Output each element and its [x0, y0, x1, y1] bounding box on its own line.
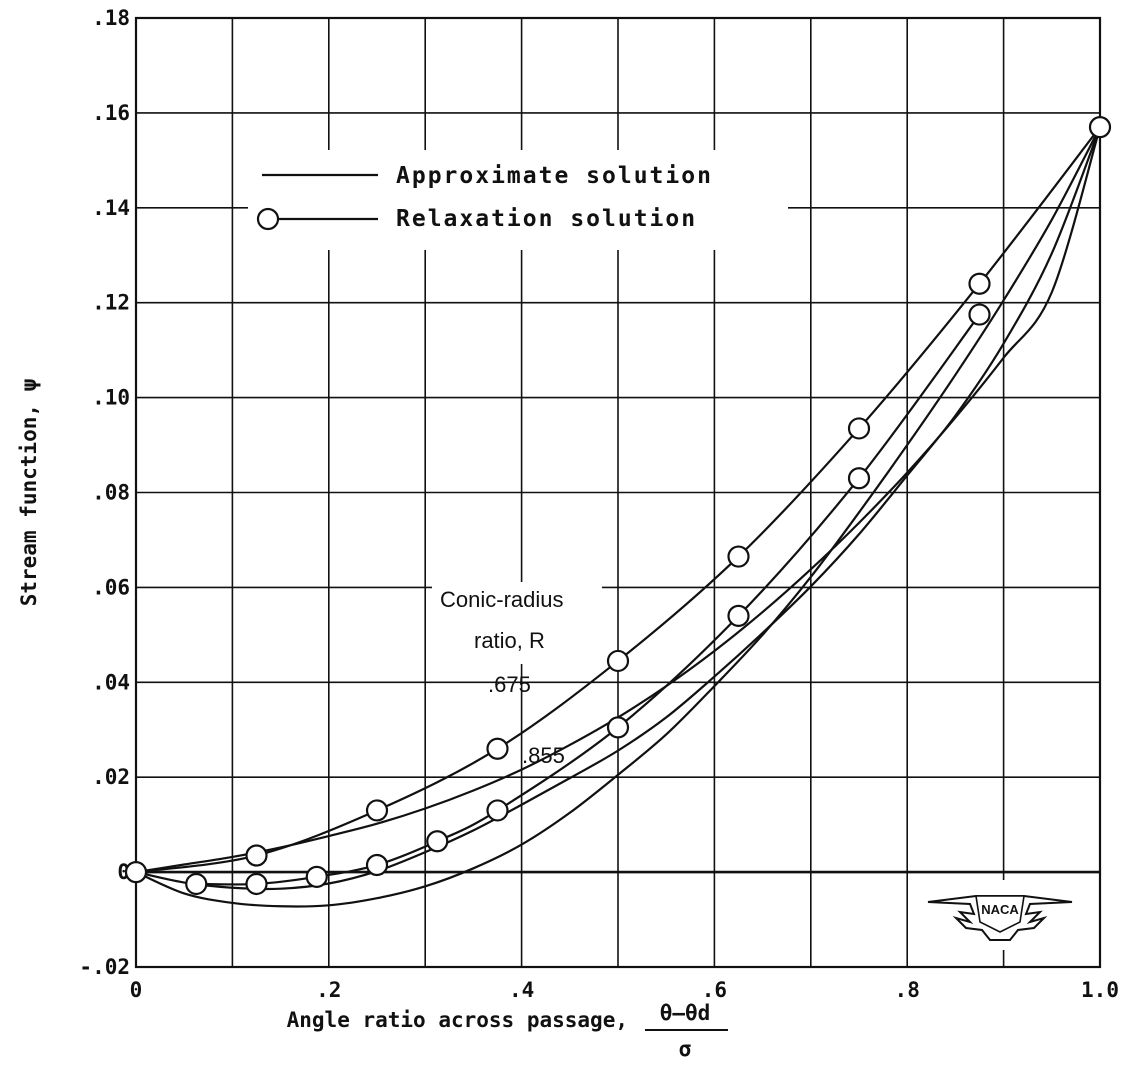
x-tick-label: .4 [509, 978, 534, 1002]
relaxation-point [1088, 116, 1112, 139]
relaxation-point [185, 872, 208, 896]
x-axis-title: Angle ratio across passage, [287, 1008, 628, 1032]
relaxation-point [606, 716, 630, 739]
relaxation-point [305, 865, 328, 888]
legend-marker-relaxation [256, 207, 280, 231]
relaxation-point [124, 860, 148, 884]
y-tick-label: -.02 [79, 955, 130, 979]
x-tick-label: .2 [316, 978, 341, 1002]
x-axis-fraction-numerator: θ–θd [660, 1001, 711, 1025]
y-tick-label: .12 [92, 291, 130, 315]
annotation-background-2 [476, 606, 606, 664]
approximate-solution-line [135, 126, 1102, 874]
y-tick-label: .14 [92, 196, 130, 220]
naca-logo-text: NACA [981, 902, 1019, 917]
naca-logo: NACA [927, 895, 1073, 941]
approximate-solution-line [135, 126, 1101, 908]
y-tick-label: .06 [92, 575, 130, 599]
relaxation-point [365, 853, 389, 877]
relaxation-point [847, 417, 871, 440]
relaxation-point [365, 799, 389, 822]
legend-label-approximate: Approximate solution [396, 163, 713, 189]
legend-background [248, 150, 788, 250]
r-label-675: .675 [488, 672, 531, 697]
x-tick-label: .8 [895, 978, 920, 1002]
relaxation-point [968, 272, 991, 295]
annotation-title-line-1: Conic-radius [440, 587, 564, 612]
relaxation-point [968, 303, 991, 326]
relaxation-point [245, 872, 268, 896]
plot-frame [134, 16, 1102, 969]
r-label-855: .855 [522, 743, 565, 768]
x-tick-label: .6 [702, 978, 727, 1002]
relaxation-point [245, 844, 268, 867]
relaxation-point [847, 467, 871, 490]
relaxation-solution-line [135, 126, 1101, 874]
relaxation-point [727, 545, 750, 568]
x-tick-label: 0 [130, 978, 143, 1002]
x-tick-label: 1.0 [1081, 978, 1119, 1002]
relaxation-point [727, 604, 750, 627]
y-tick-label: .04 [92, 670, 130, 694]
y-axis-title: Stream function, ψ [17, 379, 41, 607]
annotation-title-line-2: ratio, R [474, 628, 545, 653]
relaxation-point [486, 737, 509, 760]
y-tick-label: .08 [92, 481, 130, 505]
legend-label-relaxation: Relaxation solution [396, 206, 697, 232]
y-tick-label: .02 [92, 765, 130, 789]
y-tick-label: .16 [92, 101, 130, 125]
relaxation-point [606, 649, 630, 673]
y-tick-label: .18 [92, 6, 130, 30]
relaxation-point [486, 799, 509, 822]
y-tick-label: .10 [92, 386, 130, 410]
approximate-solution-line [135, 126, 1102, 891]
x-axis-fraction-denominator: σ [679, 1037, 692, 1061]
naca-logo-shield [975, 895, 1025, 933]
relaxation-point [426, 830, 449, 853]
